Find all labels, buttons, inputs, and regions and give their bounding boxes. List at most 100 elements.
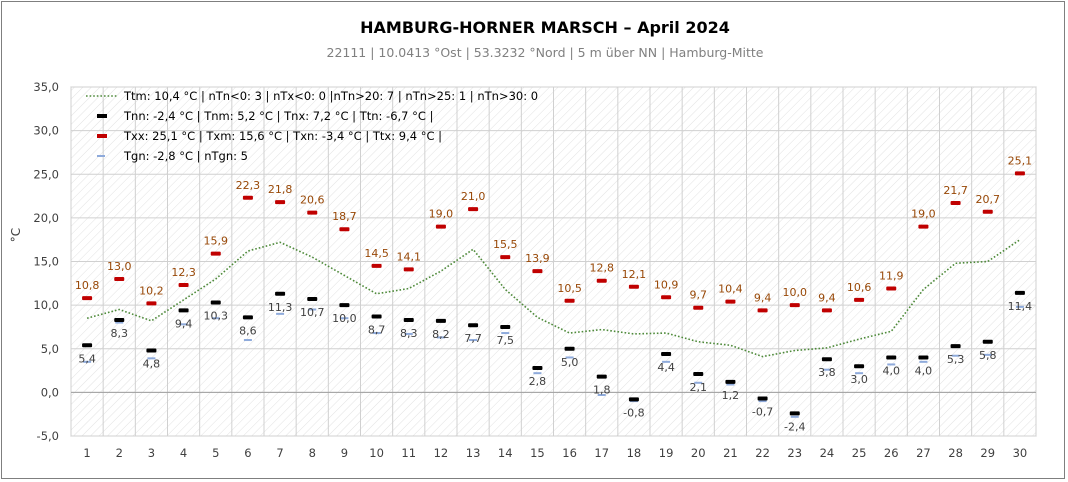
- max-temperature-marker: [693, 305, 704, 310]
- chart-subtitle: 22111 | 10.0413 °Ost | 53.3232 °Nord | 5…: [327, 45, 764, 60]
- min-temperature-marker: [596, 374, 607, 379]
- min-temperature-marker: [435, 318, 446, 323]
- y-axis-label: °C: [9, 228, 23, 242]
- ground-min-marker: [1015, 305, 1024, 308]
- min-temperature-label: 3,0: [850, 373, 868, 386]
- max-temperature-label: 10,9: [654, 278, 679, 291]
- min-temperature-marker: [468, 323, 479, 328]
- max-temperature-label: 14,5: [364, 247, 389, 260]
- max-temperature-label: 20,6: [300, 194, 325, 207]
- legend-mean-text: Ttm: 10,4 °C | nTn<0: 3 | nTx<0: 0 |nTn>…: [123, 89, 538, 103]
- ground-min-marker: [822, 368, 831, 371]
- ground-min-marker: [340, 317, 349, 320]
- max-temperature-label: 10,0: [783, 286, 808, 299]
- ground-min-marker: [790, 415, 799, 418]
- max-temperature-marker: [371, 263, 382, 268]
- x-tick-label: 11: [401, 446, 416, 460]
- max-temperature-marker: [918, 224, 929, 229]
- chart-title: HAMBURG-HORNER MARSCH – April 2024: [360, 18, 730, 37]
- y-tick-label: 10,0: [33, 298, 59, 312]
- min-temperature-marker: [693, 372, 704, 377]
- ground-min-marker: [211, 317, 220, 320]
- min-temperature-marker: [950, 344, 961, 349]
- min-temperature-marker: [178, 308, 189, 313]
- legend: Ttm: 10,4 °C | nTn<0: 3 | nTx<0: 0 |nTn>…: [86, 89, 538, 163]
- x-tick-label: 1: [83, 446, 90, 460]
- max-temperature-marker: [82, 296, 93, 301]
- x-tick-label: 5: [212, 446, 219, 460]
- max-temperature-label: 10,5: [557, 282, 582, 295]
- ground-min-marker: [179, 323, 188, 326]
- max-temperature-label: 14,1: [397, 250, 422, 263]
- legend-max-text: Txx: 25,1 °C | Txm: 15,6 °C | Txn: -3,4 …: [123, 129, 442, 143]
- max-temperature-marker: [725, 299, 736, 304]
- max-temperature-label: 21,7: [943, 184, 968, 197]
- max-temperature-marker: [982, 209, 993, 214]
- max-temperature-label: 25,1: [1008, 154, 1033, 167]
- ground-min-marker: [436, 336, 445, 339]
- min-temperature-label: 10,7: [300, 306, 325, 319]
- ground-min-marker: [919, 360, 928, 363]
- max-temperature-marker: [789, 303, 800, 308]
- min-temperature-label: 5,4: [78, 352, 96, 365]
- y-tick-label: 0,0: [41, 385, 59, 399]
- max-temperature-label: 18,7: [332, 210, 357, 223]
- min-temperature-marker: [661, 351, 672, 356]
- min-temperature-marker: [757, 396, 768, 401]
- max-temperature-marker: [468, 207, 479, 212]
- ground-min-marker: [115, 321, 124, 324]
- y-tick-label: 30,0: [33, 124, 59, 138]
- max-temperature-label: 13,0: [107, 260, 132, 273]
- max-temperature-marker: [403, 267, 414, 272]
- min-temperature-label: -0,7: [752, 405, 773, 418]
- min-temperature-marker: [339, 303, 350, 308]
- ground-min-marker: [726, 383, 735, 386]
- max-temperature-marker: [532, 269, 543, 274]
- min-temperature-marker: [886, 355, 897, 360]
- ground-min-marker: [983, 353, 992, 356]
- ground-min-marker: [533, 372, 542, 375]
- min-temperature-label: 7,5: [497, 334, 515, 347]
- max-temperature-marker: [950, 201, 961, 206]
- max-temperature-label: 11,9: [879, 270, 904, 283]
- x-tick-label: 17: [594, 446, 609, 460]
- max-temperature-label: 19,0: [911, 208, 936, 221]
- min-temperature-label: 8,2: [432, 328, 450, 341]
- max-temperature-label: 22,3: [236, 179, 261, 192]
- max-temperature-label: 21,8: [268, 183, 293, 196]
- max-temperature-label: 20,7: [976, 193, 1001, 206]
- max-temperature-marker: [564, 298, 575, 303]
- max-temperature-marker: [1014, 171, 1025, 176]
- min-temperature-label: 1,2: [722, 389, 740, 402]
- min-temperature-marker: [789, 411, 800, 416]
- y-tick-label: 5,0: [41, 342, 59, 356]
- max-temperature-marker: [275, 200, 286, 205]
- min-temperature-label: 8,3: [111, 327, 129, 340]
- min-temperature-marker: [564, 346, 575, 351]
- min-temperature-marker: [82, 343, 93, 348]
- ground-min-marker: [83, 360, 92, 363]
- x-tick-label: 18: [627, 446, 642, 460]
- max-temperature-marker: [178, 283, 189, 288]
- max-temperature-label: 10,8: [75, 279, 100, 292]
- max-temperature-label: 21,0: [461, 190, 486, 203]
- min-temperature-label: 5,3: [947, 353, 965, 366]
- x-tick-label: 6: [244, 446, 251, 460]
- mean-temperature-line: [86, 239, 1021, 358]
- min-temperature-marker: [1014, 290, 1025, 295]
- legend-ground-text: Tgn: -2,8 °C | nTgn: 5: [123, 149, 248, 163]
- y-axis: -5,0 0,0 5,0 10,0 15,0 20,0 25,0 30,0 35,0: [33, 80, 59, 443]
- x-tick-label: 13: [466, 446, 481, 460]
- max-temperature-label: 12,1: [622, 268, 647, 281]
- max-temperature-marker: [500, 255, 511, 260]
- ground-min-marker: [758, 400, 767, 403]
- min-temperature-marker: [532, 365, 543, 370]
- max-temperature-marker: [242, 195, 253, 200]
- ground-min-marker: [501, 332, 510, 335]
- x-tick-label: 9: [341, 446, 348, 460]
- min-temperature-label: 11,3: [268, 301, 293, 314]
- legend-min-text: Tnn: -2,4 °C | Tnm: 5,2 °C | Tnx: 7,2 °C…: [123, 109, 433, 123]
- min-temperature-label: 8,7: [368, 323, 386, 336]
- x-axis: 1 2 3 4 5 6 7 8 9 10 11 12 13 14 15 16 17 18 19 20 21 22 23 24 2…: [83, 446, 1027, 460]
- x-tick-label: 15: [530, 446, 545, 460]
